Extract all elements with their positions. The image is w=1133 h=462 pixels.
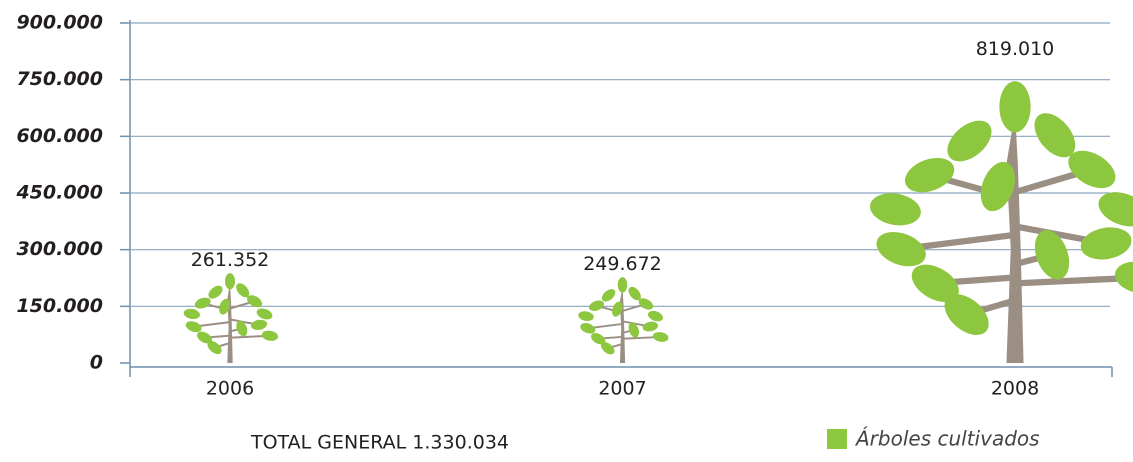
leaf: [867, 189, 923, 229]
leaf: [999, 81, 1030, 132]
x-tick-label: 2006: [206, 378, 254, 400]
leaf: [250, 319, 268, 332]
leaf: [587, 299, 605, 313]
y-tick-label: 450.000: [15, 182, 103, 204]
leaf: [225, 273, 235, 289]
page: TOTAL GENERAL 1.330.034 Árboles cultivad…: [0, 0, 1133, 462]
leaf: [1078, 224, 1133, 264]
value-label: 261.352: [191, 249, 270, 271]
chart: TOTAL GENERAL 1.330.034 Árboles cultivad…: [0, 0, 1133, 462]
y-tick-label: 600.000: [16, 125, 103, 147]
leaf: [183, 308, 201, 321]
value-label: 819.010: [976, 38, 1055, 60]
legend-label: Árboles cultivados: [854, 427, 1040, 451]
value-label: 249.672: [583, 253, 662, 275]
x-tick-label: 2007: [598, 378, 646, 400]
leaf: [618, 277, 628, 293]
y-tick-label: 300.000: [16, 238, 103, 260]
tree: [183, 273, 279, 363]
leaf: [578, 310, 595, 322]
leaf: [261, 329, 279, 342]
y-tick-label: 150.000: [16, 295, 103, 317]
leaf: [647, 309, 665, 323]
y-tick-label: 900.000: [16, 12, 103, 34]
leaf: [255, 306, 274, 321]
y-tick-label: 750.000: [16, 68, 103, 90]
total-label: TOTAL GENERAL 1.330.034: [250, 432, 509, 454]
y-tick-label: 0: [90, 352, 103, 374]
leaf: [1112, 258, 1133, 298]
tree: [578, 277, 670, 363]
legend-swatch: [827, 429, 847, 449]
leaf: [900, 152, 959, 199]
leaf: [642, 320, 659, 332]
tree: [867, 81, 1133, 363]
leaf: [652, 331, 669, 343]
leaf: [193, 296, 212, 311]
x-tick-label: 2008: [991, 378, 1039, 400]
